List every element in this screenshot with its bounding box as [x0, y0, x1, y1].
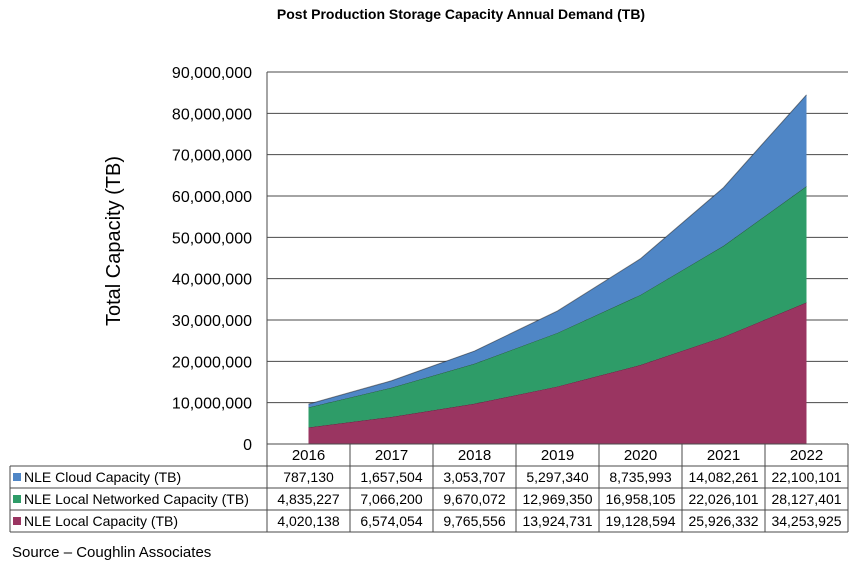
data-label: 16,958,105 [605, 491, 675, 507]
data-label: 14,082,261 [688, 469, 758, 485]
data-label: 22,026,101 [688, 491, 758, 507]
legend-entry: NLE Local Capacity (TB) [24, 513, 178, 529]
source-note: Source – Coughlin Associates [12, 544, 212, 561]
y-tick-label: 40,000,000 [172, 272, 252, 289]
y-tick-label: 70,000,000 [172, 148, 252, 165]
data-label: 28,127,401 [771, 491, 841, 507]
area-edge [308, 94, 807, 405]
data-label: 25,926,332 [688, 513, 758, 529]
legend-swatch [13, 517, 21, 525]
x-tick-label: 2017 [375, 447, 408, 464]
y-tick-label: 80,000,000 [172, 106, 252, 123]
area-nle-cloud-capacity-tb [308, 94, 807, 408]
chart-title: Post Production Storage Capacity Annual … [277, 6, 645, 22]
data-label: 12,969,350 [522, 491, 592, 507]
x-tick-label: 2021 [707, 447, 740, 464]
data-label: 4,020,138 [277, 513, 339, 529]
data-label: 22,100,101 [771, 469, 841, 485]
y-axis-label: Total Capacity (TB) [103, 156, 125, 326]
y-tick-label: 50,000,000 [172, 230, 252, 247]
data-label: 9,765,556 [443, 513, 505, 529]
data-label: 1,657,504 [360, 469, 422, 485]
x-tick-label: 2019 [541, 447, 574, 464]
y-tick-label: 60,000,000 [172, 189, 252, 206]
area-nle-local-networked-capacity-tb [308, 186, 807, 428]
data-label: 4,835,227 [277, 491, 339, 507]
legend-swatch [13, 473, 21, 481]
y-tick-label: 30,000,000 [172, 313, 252, 330]
data-label: 6,574,054 [360, 513, 422, 529]
x-tick-label: 2022 [790, 447, 823, 464]
y-tick-label: 10,000,000 [172, 396, 252, 413]
x-tick-label: 2020 [624, 447, 657, 464]
y-tick-label: 20,000,000 [172, 354, 252, 371]
data-label: 7,066,200 [360, 491, 422, 507]
data-label: 34,253,925 [771, 513, 841, 529]
axes: 0 10,000,000 20,000,000 30,000,000 40,000,00… [172, 65, 848, 454]
legend-entry: NLE Local Networked Capacity (TB) [24, 491, 249, 507]
area-nle-local-capacity-tb [308, 302, 807, 444]
area-series [308, 94, 807, 444]
data-label: 3,053,707 [443, 469, 505, 485]
data-table: 2016 2017 2018 2019 2020 2021 2022 NLE Cloud Ca… [9, 444, 849, 533]
data-label: 9,670,072 [443, 491, 505, 507]
y-tick-label: 90,000,000 [172, 65, 252, 82]
x-tick-label: 2016 [292, 447, 325, 464]
y-tick-label: 0 [243, 437, 252, 454]
legend-entry: NLE Cloud Capacity (TB) [24, 469, 181, 485]
data-label: 5,297,340 [526, 469, 588, 485]
data-label: 8,735,993 [609, 469, 671, 485]
data-label: 13,924,731 [522, 513, 592, 529]
legend-swatch [13, 495, 21, 503]
grid-lines [267, 71, 848, 404]
data-label: 19,128,594 [605, 513, 675, 529]
data-label: 787,130 [283, 469, 334, 485]
x-tick-label: 2018 [458, 447, 491, 464]
